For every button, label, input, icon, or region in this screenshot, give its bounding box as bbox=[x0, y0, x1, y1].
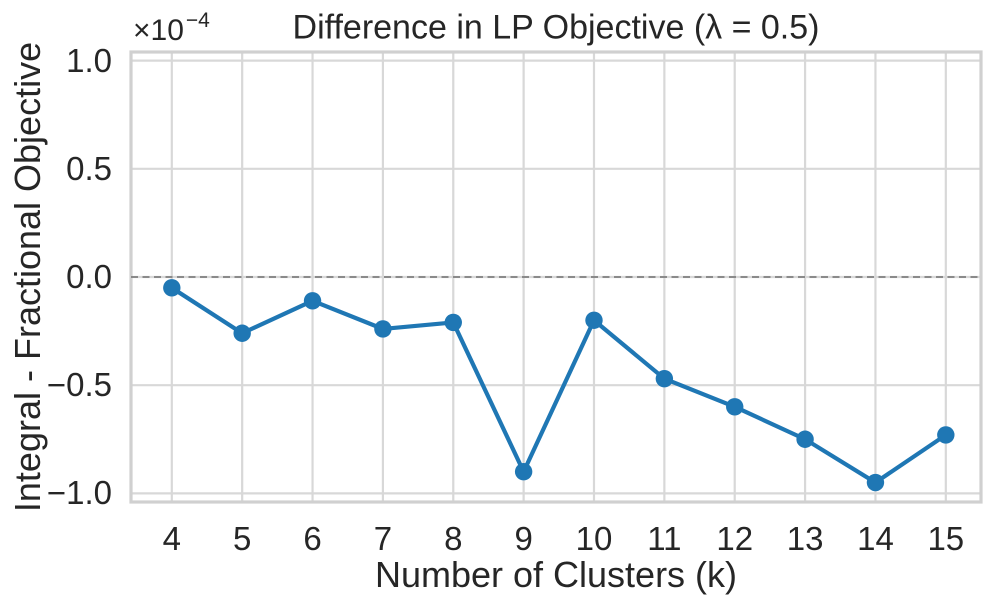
data-line bbox=[169, 285, 948, 485]
data-point bbox=[655, 369, 674, 388]
chart-title: Difference in LP Objective (λ = 0.5) bbox=[292, 8, 820, 47]
x-tick-label: 7 bbox=[373, 520, 393, 557]
x-axis-label: Number of Clusters (k) bbox=[374, 554, 738, 595]
multiplier-exponent: −4 bbox=[185, 9, 210, 32]
x-tick-label: 13 bbox=[786, 520, 824, 557]
y-tick-label: 0.5 bbox=[66, 149, 112, 187]
x-tick-label: 12 bbox=[716, 520, 754, 557]
data-point bbox=[514, 463, 533, 481]
data-point bbox=[374, 320, 392, 338]
data-point bbox=[726, 398, 744, 416]
multiplier-base: ×10 bbox=[133, 14, 184, 47]
x-tick-label: 10 bbox=[575, 520, 613, 557]
y-axis-multiplier: ×10−4 bbox=[133, 9, 210, 48]
x-tick-label: 8 bbox=[444, 520, 463, 557]
data-point bbox=[303, 292, 322, 310]
data-point bbox=[233, 324, 251, 342]
y-tick-label: 1.0 bbox=[66, 41, 112, 79]
data-point bbox=[585, 311, 603, 329]
x-tick-label: 11 bbox=[647, 520, 682, 557]
x-tick-label: 9 bbox=[514, 520, 533, 557]
y-tick-label: −1.0 bbox=[46, 474, 112, 512]
y-tick-label: −0.5 bbox=[46, 366, 112, 404]
x-tick-label: 14 bbox=[857, 520, 894, 557]
data-point bbox=[937, 426, 955, 444]
x-tick-label: 5 bbox=[232, 520, 252, 557]
data-point bbox=[444, 313, 462, 332]
x-tick-label: 15 bbox=[927, 520, 965, 557]
x-tick-label: 4 bbox=[162, 520, 181, 557]
data-point bbox=[163, 279, 181, 297]
y-tick-label: 0.0 bbox=[66, 258, 112, 295]
data-point bbox=[866, 473, 885, 492]
data-point bbox=[796, 430, 814, 448]
x-tick-label: 6 bbox=[303, 520, 322, 557]
